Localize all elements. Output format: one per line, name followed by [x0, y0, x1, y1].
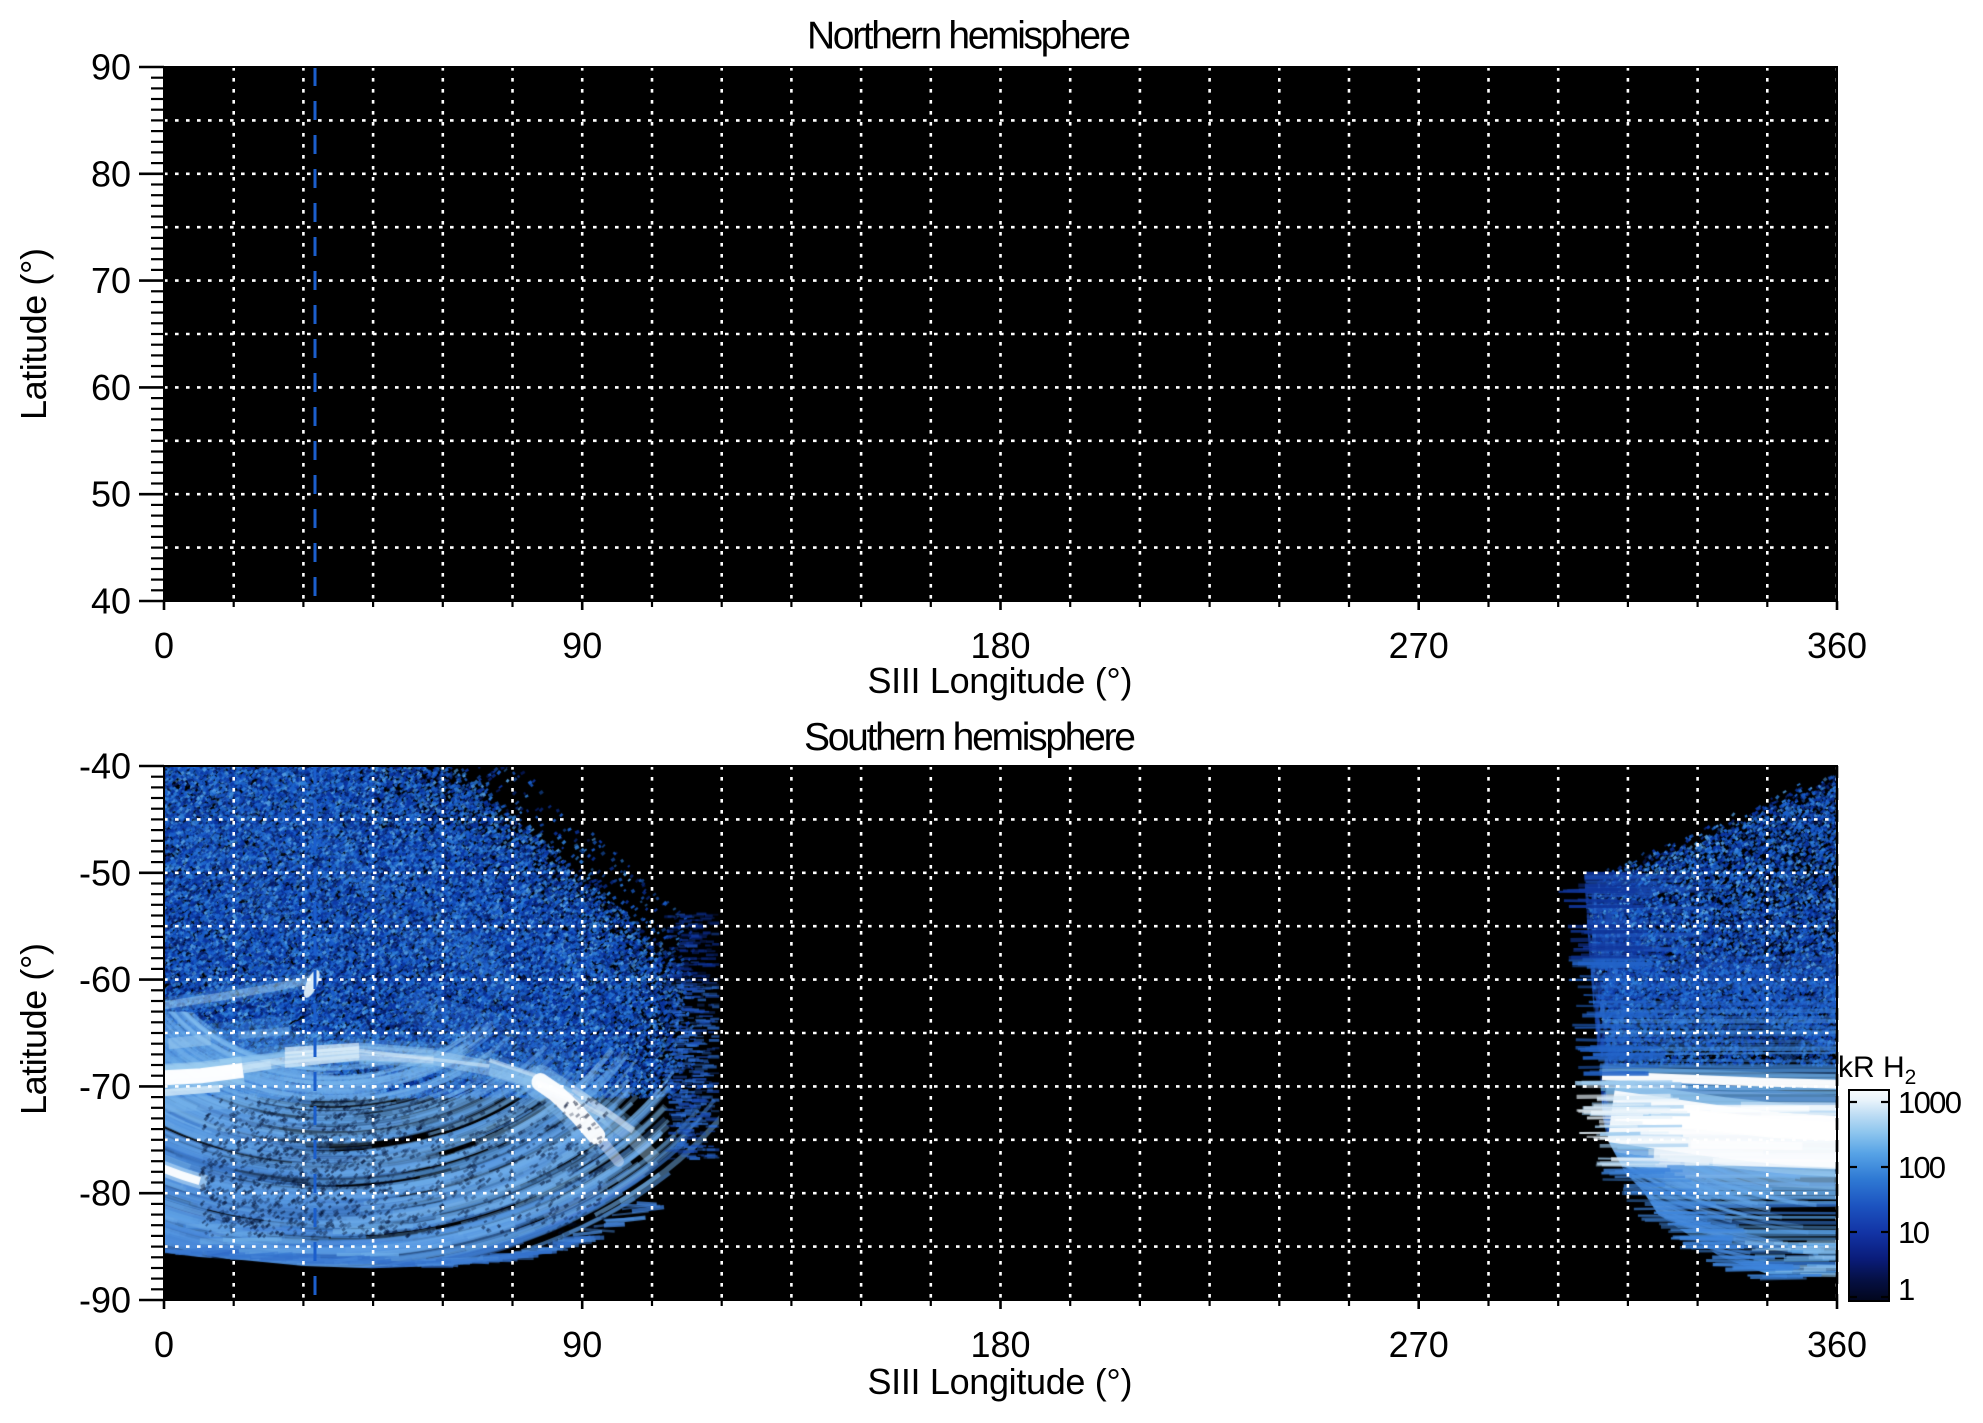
svg-text:-60: -60 — [79, 959, 131, 1000]
svg-text:kR H2: kR H2 — [1838, 1051, 1916, 1089]
svg-text:270: 270 — [1389, 625, 1449, 666]
svg-text:80: 80 — [91, 153, 131, 194]
svg-text:-50: -50 — [79, 852, 131, 893]
svg-text:-70: -70 — [79, 1066, 131, 1107]
svg-text:Latitude (°): Latitude (°) — [13, 943, 54, 1115]
svg-text:360: 360 — [1807, 1324, 1867, 1365]
svg-text:0: 0 — [154, 625, 174, 666]
svg-text:SIII Longitude (°): SIII Longitude (°) — [868, 660, 1133, 701]
svg-text:70: 70 — [91, 260, 131, 301]
svg-text:-80: -80 — [79, 1173, 131, 1214]
svg-text:1: 1 — [1898, 1272, 1915, 1307]
svg-text:60: 60 — [91, 367, 131, 408]
svg-text:100: 100 — [1898, 1150, 1946, 1185]
svg-text:180: 180 — [970, 625, 1030, 666]
svg-text:Latitude (°): Latitude (°) — [13, 248, 54, 420]
svg-text:270: 270 — [1389, 1324, 1449, 1365]
svg-text:90: 90 — [91, 47, 131, 88]
svg-text:Northern hemisphere: Northern hemisphere — [807, 14, 1131, 57]
svg-text:SIII Longitude (°): SIII Longitude (°) — [868, 1361, 1133, 1402]
svg-text:Southern hemisphere: Southern hemisphere — [804, 716, 1136, 759]
svg-text:90: 90 — [562, 625, 602, 666]
svg-text:90: 90 — [562, 1324, 602, 1365]
svg-text:10: 10 — [1898, 1215, 1930, 1250]
svg-text:360: 360 — [1807, 625, 1867, 666]
svg-text:1000: 1000 — [1898, 1085, 1962, 1120]
svg-text:-40: -40 — [79, 746, 131, 787]
svg-text:180: 180 — [970, 1324, 1030, 1365]
svg-text:-90: -90 — [79, 1280, 131, 1321]
svg-text:50: 50 — [91, 474, 131, 515]
svg-text:40: 40 — [91, 581, 131, 622]
svg-text:0: 0 — [154, 1324, 174, 1365]
